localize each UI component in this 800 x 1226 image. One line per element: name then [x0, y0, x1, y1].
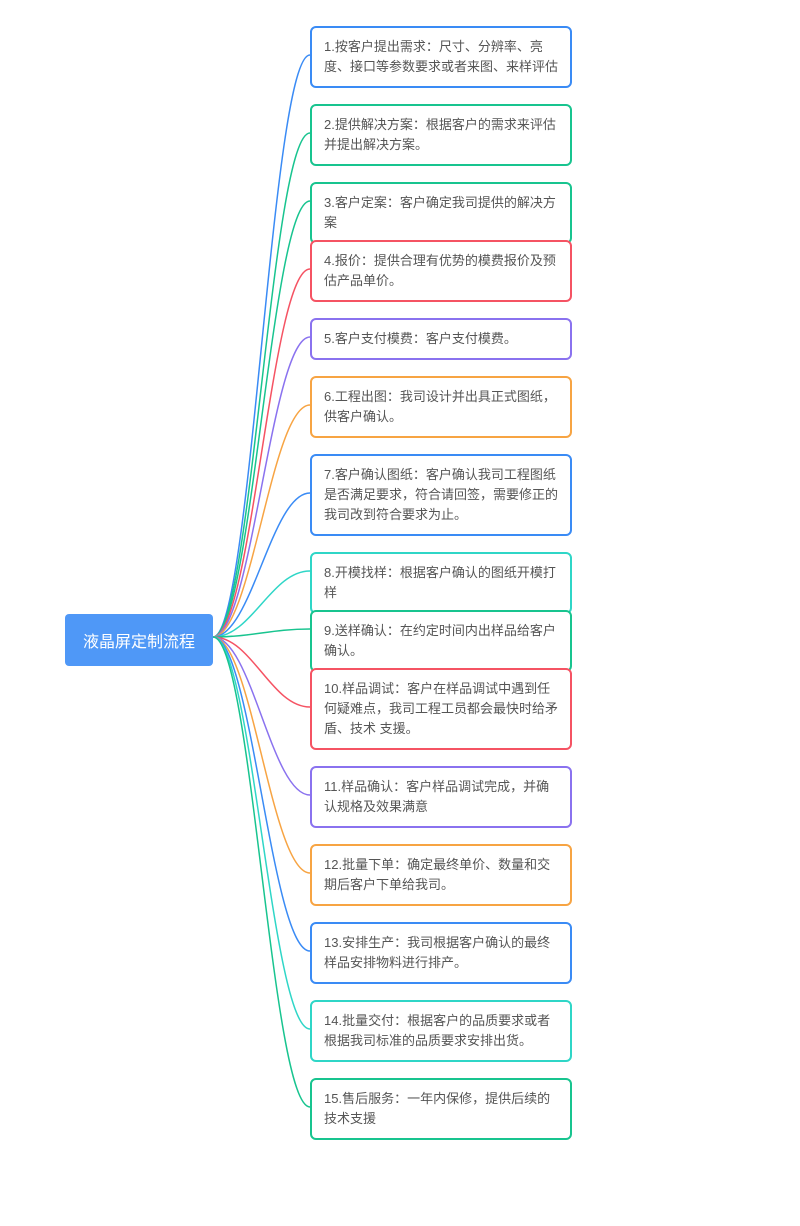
- connector-12: [213, 637, 310, 873]
- mindmap-node-label: 4.报价：提供合理有优势的模费报价及预估产品单价。: [324, 253, 556, 288]
- mindmap-node-12: 12.批量下单：确定最终单价、数量和交期后客户下单给我司。: [310, 844, 572, 906]
- root-label: 液晶屏定制流程: [83, 634, 195, 651]
- mindmap-node-label: 2.提供解决方案：根据客户的需求来评估并提出解决方案。: [324, 117, 556, 152]
- mindmap-node-9: 9.送样确认：在约定时间内出样品给客户确认。: [310, 610, 572, 672]
- mindmap-node-13: 13.安排生产：我司根据客户确认的最终样品安排物料进行排产。: [310, 922, 572, 984]
- connector-7: [213, 493, 310, 637]
- mindmap-node-8: 8.开模找样：根据客户确认的图纸开模打样: [310, 552, 572, 614]
- mindmap-node-label: 11.样品确认：客户样品调试完成，并确认规格及效果满意: [324, 779, 549, 814]
- mindmap-node-14: 14.批量交付：根据客户的品质要求或者根据我司标准的品质要求安排出货。: [310, 1000, 572, 1062]
- connector-2: [213, 133, 310, 637]
- mindmap-node-4: 4.报价：提供合理有优势的模费报价及预估产品单价。: [310, 240, 572, 302]
- connector-5: [213, 337, 310, 637]
- connector-15: [213, 637, 310, 1107]
- connector-3: [213, 201, 310, 637]
- connector-14: [213, 637, 310, 1029]
- mindmap-node-1: 1.按客户提出需求：尺寸、分辨率、亮度、接口等参数要求或者来图、来样评估: [310, 26, 572, 88]
- mindmap-node-label: 5.客户支付模费：客户支付模费。: [324, 331, 517, 346]
- mindmap-node-label: 6.工程出图：我司设计并出具正式图纸，供客户确认。: [324, 389, 556, 424]
- mindmap-node-5: 5.客户支付模费：客户支付模费。: [310, 318, 572, 360]
- connector-9: [213, 629, 310, 637]
- mindmap-node-label: 1.按客户提出需求：尺寸、分辨率、亮度、接口等参数要求或者来图、来样评估: [324, 39, 558, 74]
- mindmap-node-label: 3.客户定案：客户确定我司提供的解决方案: [324, 195, 556, 230]
- connector-13: [213, 637, 310, 951]
- mindmap-node-15: 15.售后服务：一年内保修，提供后续的技术支援: [310, 1078, 572, 1140]
- mindmap-node-6: 6.工程出图：我司设计并出具正式图纸，供客户确认。: [310, 376, 572, 438]
- mindmap-node-2: 2.提供解决方案：根据客户的需求来评估并提出解决方案。: [310, 104, 572, 166]
- mindmap-root: 液晶屏定制流程: [65, 614, 213, 666]
- mindmap-node-label: 13.安排生产：我司根据客户确认的最终样品安排物料进行排产。: [324, 935, 550, 970]
- mindmap-node-label: 7.客户确认图纸：客户确认我司工程图纸是否满足要求，符合请回签，需要修正的我司改…: [324, 467, 558, 522]
- mindmap-node-label: 14.批量交付：根据客户的品质要求或者根据我司标准的品质要求安排出货。: [324, 1013, 550, 1048]
- mindmap-node-label: 9.送样确认：在约定时间内出样品给客户确认。: [324, 623, 556, 658]
- connector-11: [213, 637, 310, 795]
- mindmap-node-label: 10.样品调试：客户在样品调试中遇到任何疑难点，我司工程工员都会最快时给矛盾、技…: [324, 681, 558, 736]
- mindmap-node-11: 11.样品确认：客户样品调试完成，并确认规格及效果满意: [310, 766, 572, 828]
- connector-10: [213, 637, 310, 707]
- connector-8: [213, 571, 310, 637]
- mindmap-node-label: 12.批量下单：确定最终单价、数量和交期后客户下单给我司。: [324, 857, 550, 892]
- mindmap-node-7: 7.客户确认图纸：客户确认我司工程图纸是否满足要求，符合请回签，需要修正的我司改…: [310, 454, 572, 536]
- mindmap-node-label: 8.开模找样：根据客户确认的图纸开模打样: [324, 565, 556, 600]
- mindmap-node-3: 3.客户定案：客户确定我司提供的解决方案: [310, 182, 572, 244]
- connector-4: [213, 269, 310, 637]
- mindmap-node-10: 10.样品调试：客户在样品调试中遇到任何疑难点，我司工程工员都会最快时给矛盾、技…: [310, 668, 572, 750]
- mindmap-node-label: 15.售后服务：一年内保修，提供后续的技术支援: [324, 1091, 550, 1126]
- connector-6: [213, 405, 310, 637]
- connector-1: [213, 55, 310, 637]
